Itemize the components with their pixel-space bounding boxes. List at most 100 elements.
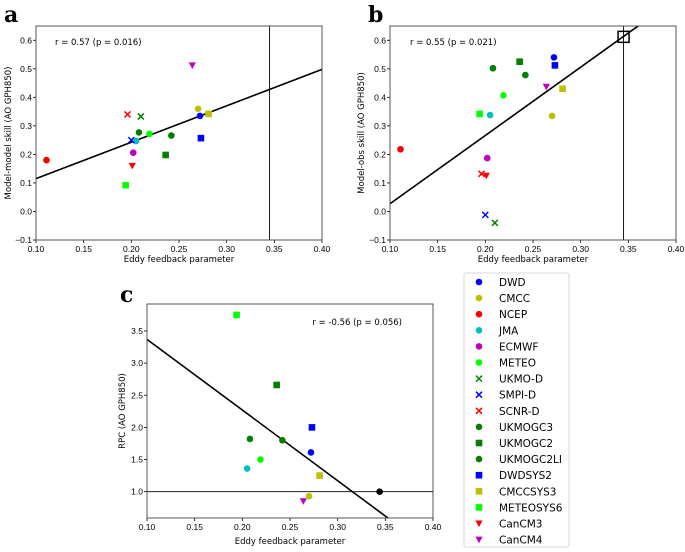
point-ukmogc2li (168, 132, 175, 139)
point-cmcc (305, 492, 313, 500)
legend-item: CMCCSYS3 (475, 486, 556, 498)
regression-line (390, 26, 640, 205)
x-tick-label: 0.40 (314, 244, 331, 254)
legend-marker-ukmogc2li (475, 455, 483, 463)
point-ecmwf (483, 154, 491, 162)
legend-label: UKMOGC2 (499, 438, 553, 450)
legend-label: CMCCSYS3 (499, 486, 556, 498)
point-ukmogc2 (162, 151, 169, 159)
y-tick-label: 0.6 (20, 35, 32, 45)
correlation-annotation: r = 0.55 (p = 0.021) (410, 38, 497, 48)
x-tick-label: 0.10 (28, 244, 45, 254)
point-ukmogc2 (273, 381, 280, 389)
y-tick-label: 0.2 (20, 149, 32, 159)
legend-item: SCNR-D (475, 406, 540, 418)
point-ukmogc3 (489, 64, 497, 72)
x-tick-label: 0.10 (139, 522, 156, 532)
y-tick-label: 0.4 (374, 92, 386, 102)
legend-label: CMCC (499, 293, 530, 305)
legend-marker-dwdsys2 (475, 471, 483, 479)
panel-b: b 0.10 0.15 0.20 0.25 0.30 0.35 0.40 −0.1 0.0 0.1 0… (357, 2, 685, 265)
point-meteosys6 (122, 181, 129, 189)
x-tick-label: 0.25 (282, 522, 299, 532)
panel-label-c: c (120, 282, 133, 308)
legend-item: UKMOGC2LI (475, 454, 562, 466)
y-tick-label: 0.5 (20, 64, 32, 74)
legend-label: SMPI-D (499, 390, 536, 402)
point-scnr-d (123, 110, 132, 118)
legend-marker-dwd (475, 278, 483, 286)
legend-label: DWDSYS2 (499, 470, 552, 482)
point-meteo (257, 456, 264, 463)
legend-label: UKMOGC2LI (499, 454, 562, 466)
legend-label: METEOSYS6 (499, 502, 563, 514)
observed-point (376, 488, 383, 495)
y-tick-label: 0.3 (374, 121, 386, 131)
point-meteosys6 (476, 110, 483, 118)
legend-item: JMA (475, 325, 519, 337)
x-axis-label: Eddy feedback parameter (478, 255, 589, 265)
regression-line (147, 338, 390, 518)
x-axis-label: Eddy feedback parameter (235, 537, 346, 547)
x-tick-label: 0.40 (668, 244, 685, 254)
legend-item: NCEP (475, 309, 527, 321)
point-cmcc (548, 112, 556, 120)
legend-marker-cancm4 (475, 536, 483, 544)
correlation-annotation: r = 0.57 (p = 0.016) (55, 38, 142, 48)
x-tick-label: 0.35 (377, 522, 394, 532)
legend-marker-jma (475, 327, 483, 334)
point-smpi-d (481, 211, 489, 219)
legend-label: METEO (499, 358, 536, 370)
y-axis-label: Model-obs skill (AO GPH850) (357, 72, 367, 194)
x-tick-label: 0.20 (234, 522, 251, 532)
legend-label: DWD (499, 277, 526, 289)
point-dwdsys2 (308, 424, 316, 431)
point-dwdsys2 (197, 134, 205, 142)
y-tick-label: 0.0 (374, 206, 386, 216)
legend-label: NCEP (499, 309, 527, 321)
point-ukmogc3 (246, 435, 254, 443)
x-tick-label: 0.25 (525, 244, 542, 254)
point-ukmo-d (137, 112, 145, 120)
point-meteo (146, 130, 153, 138)
point-ukmogc2li (279, 436, 286, 444)
y-axis-label: Model-model skill (AO GPH850) (4, 67, 14, 200)
point-dwdsys2 (551, 62, 559, 69)
point-ncep (43, 156, 50, 164)
legend-label: SCNR-D (499, 406, 540, 418)
legend-item: DWDSYS2 (475, 470, 552, 482)
legend-item: ECMWF (475, 341, 538, 353)
y-tick-label: 3.0 (131, 358, 143, 368)
point-cmccsys3 (316, 472, 323, 479)
y-tick-label: 2.5 (131, 390, 143, 400)
x-tick-label: 0.15 (429, 244, 446, 254)
x-tick-label: 0.35 (620, 244, 637, 254)
panel-label-a: a (4, 2, 18, 28)
legend-box (463, 272, 570, 548)
point-jma (486, 111, 494, 119)
y-tick-label: 0.6 (374, 35, 386, 45)
point-scnr-d (477, 170, 486, 178)
y-tick-label: 0.5 (374, 64, 386, 74)
y-tick-label: 0.0 (20, 206, 32, 216)
legend-marker-cmcc (475, 294, 483, 302)
x-tick-label: 0.20 (477, 244, 494, 254)
x-axis-label: Eddy feedback parameter (124, 255, 235, 265)
legend-marker-ukmogc2 (475, 439, 483, 447)
legend-label: CanCM4 (499, 535, 543, 547)
point-cancm3 (482, 172, 490, 180)
y-axis-label: RPC (AO GPH850) (118, 373, 128, 449)
legend-item: DWD (475, 277, 526, 289)
legend-label: CanCM3 (499, 519, 543, 531)
x-tick-label: 0.25 (171, 244, 188, 254)
point-smpi-d (127, 136, 135, 144)
point-cmcc (194, 105, 202, 113)
legend-marker-cancm3 (475, 520, 483, 528)
y-tick-label: 0.3 (20, 121, 32, 131)
point-cmccsys3 (205, 110, 212, 118)
axes-frame (146, 303, 434, 519)
point-dwd (307, 449, 315, 456)
point-meteosys6 (233, 311, 240, 319)
legend-label: JMA (498, 325, 519, 337)
